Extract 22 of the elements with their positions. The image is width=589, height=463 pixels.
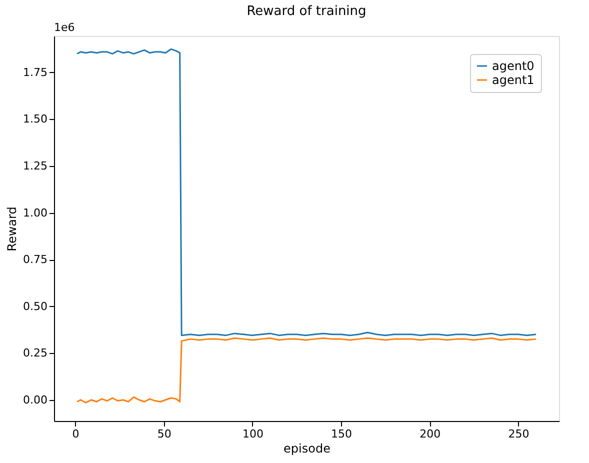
line-series <box>76 337 537 404</box>
chart-title: Reward of training <box>246 4 366 19</box>
y-tick-label: 1.75 <box>23 66 48 79</box>
legend-label: agent1 <box>492 73 534 87</box>
x-axis-title: episode <box>284 442 330 456</box>
y-tick-label: 0.00 <box>23 393 48 406</box>
y-tick-label: 1.00 <box>23 206 48 220</box>
x-tick-label: 100 <box>242 428 264 440</box>
text: 1e6 <box>54 21 75 34</box>
legend-label: agent0 <box>492 59 534 73</box>
x-tick-label: 0 <box>72 428 80 440</box>
y-tick-label: 0.25 <box>23 346 48 360</box>
y-axis-title: Reward <box>5 206 20 252</box>
y-tick-label: 0.50 <box>23 300 48 313</box>
y-tick-label: 1.25 <box>23 160 48 173</box>
y-tick-label: 0.75 <box>23 253 48 266</box>
x-tick-label: 200 <box>420 428 441 440</box>
x-tick-label: 150 <box>331 428 352 440</box>
line-series <box>76 48 537 336</box>
x-tick-label: 250 <box>508 428 530 440</box>
y-tick-label: 1.50 <box>23 112 48 126</box>
x-tick-label: 50 <box>157 428 172 440</box>
